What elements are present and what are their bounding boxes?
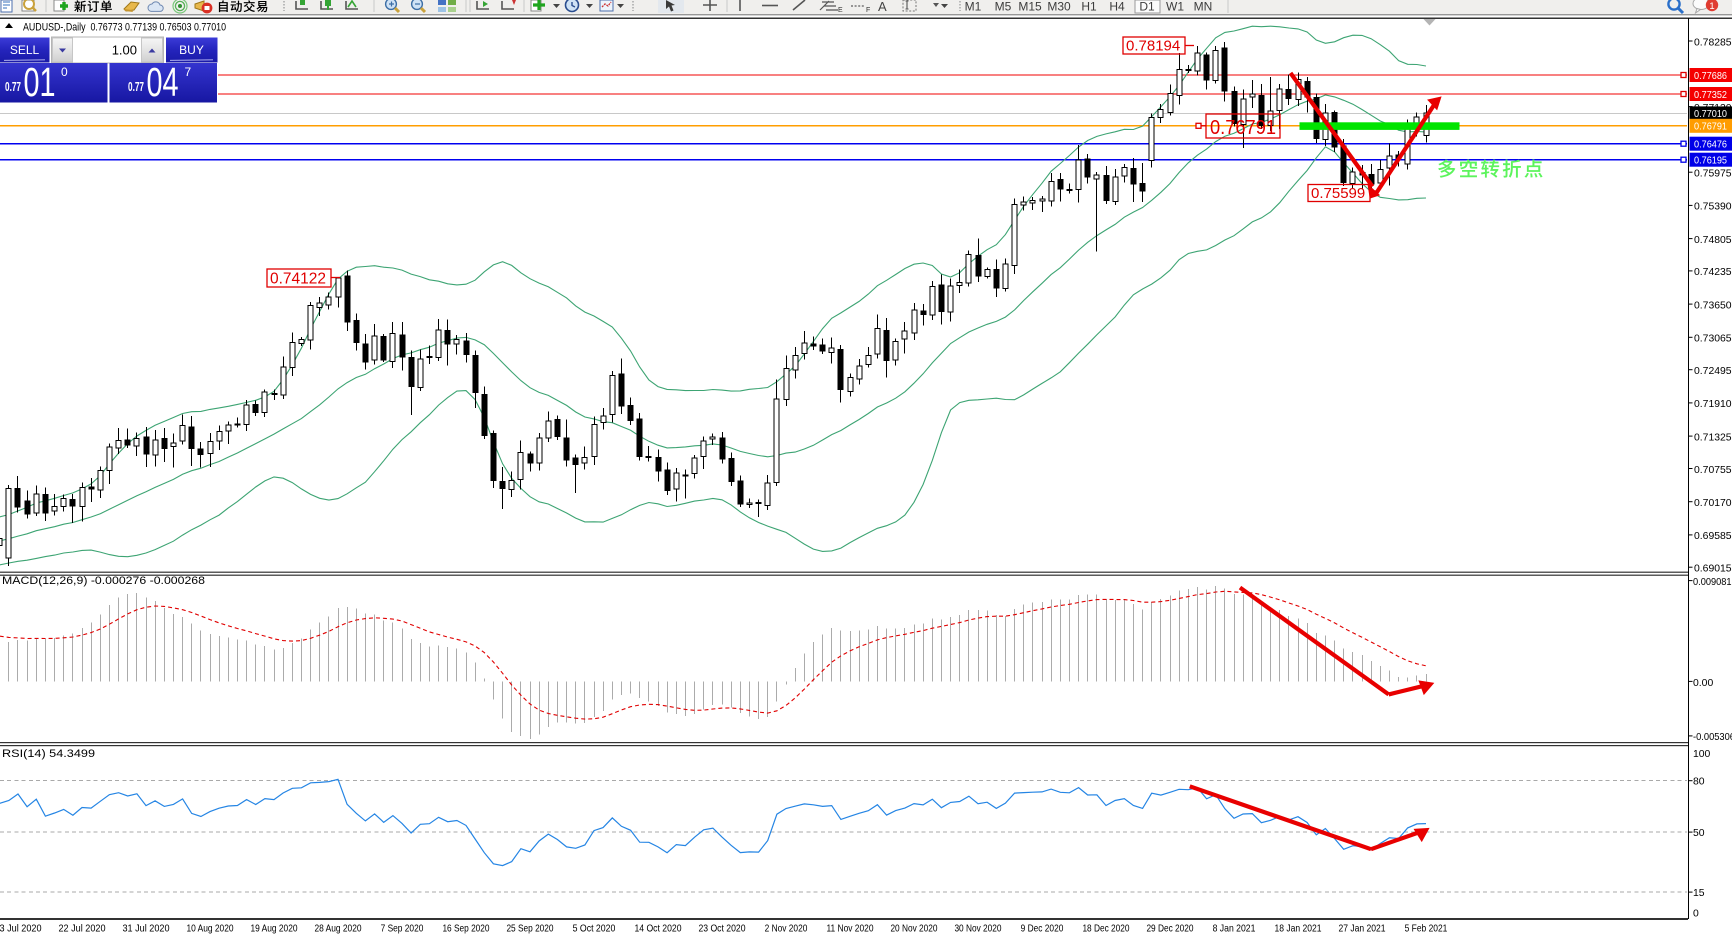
- svg-text:H1: H1: [1081, 0, 1097, 14]
- svg-text:0.71325: 0.71325: [1694, 432, 1732, 443]
- svg-text:04: 04: [147, 59, 179, 105]
- svg-text:0: 0: [61, 65, 68, 79]
- svg-text:14 Oct 2020: 14 Oct 2020: [634, 924, 681, 935]
- svg-text:20 Nov 2020: 20 Nov 2020: [890, 924, 937, 935]
- svg-text:W1: W1: [1166, 0, 1184, 14]
- svg-text:8 Jan 2021: 8 Jan 2021: [1213, 924, 1256, 935]
- svg-text:1.00: 1.00: [112, 43, 137, 58]
- svg-text:13 Jul 2020: 13 Jul 2020: [0, 924, 42, 935]
- svg-text:16 Sep 2020: 16 Sep 2020: [442, 924, 489, 935]
- svg-text:RSI(14) 54.3499: RSI(14) 54.3499: [2, 748, 95, 760]
- svg-text:0.77: 0.77: [5, 80, 21, 94]
- svg-text:50: 50: [1693, 828, 1705, 839]
- svg-text:31 Jul 2020: 31 Jul 2020: [122, 924, 169, 935]
- svg-text:E: E: [838, 7, 843, 14]
- svg-text:M30: M30: [1047, 0, 1071, 14]
- svg-text:0.72495: 0.72495: [1694, 366, 1732, 377]
- svg-text:M1: M1: [965, 0, 982, 14]
- svg-text:0.78194: 0.78194: [1126, 38, 1180, 55]
- svg-text:0.78285: 0.78285: [1694, 37, 1732, 48]
- svg-text:H4: H4: [1109, 0, 1125, 14]
- svg-text:0.77010: 0.77010: [1694, 109, 1727, 120]
- svg-text:0.76476: 0.76476: [1694, 140, 1727, 151]
- svg-text:0.73650: 0.73650: [1694, 300, 1732, 311]
- svg-text:0.77352: 0.77352: [1694, 90, 1727, 101]
- svg-text:1: 1: [1709, 1, 1714, 12]
- svg-text:0.77: 0.77: [128, 80, 144, 94]
- svg-text:23 Oct 2020: 23 Oct 2020: [698, 924, 745, 935]
- svg-text:F: F: [866, 7, 870, 14]
- svg-text:28 Aug 2020: 28 Aug 2020: [314, 924, 361, 935]
- svg-text:7: 7: [185, 65, 192, 79]
- svg-text:0.77686: 0.77686: [1694, 71, 1727, 82]
- svg-text:0.76195: 0.76195: [1694, 156, 1727, 167]
- svg-text:A: A: [878, 0, 887, 14]
- svg-text:MN: MN: [1194, 0, 1213, 14]
- svg-text:22 Jul 2020: 22 Jul 2020: [58, 924, 105, 935]
- svg-text:7 Sep 2020: 7 Sep 2020: [381, 924, 424, 935]
- svg-text:10 Aug 2020: 10 Aug 2020: [186, 924, 233, 935]
- svg-text:0.76791: 0.76791: [1694, 122, 1727, 133]
- svg-text:0.74122: 0.74122: [270, 271, 326, 288]
- svg-text:SELL: SELL: [10, 43, 40, 57]
- svg-text:0.009081: 0.009081: [1693, 577, 1732, 588]
- svg-text:0.74235: 0.74235: [1694, 267, 1732, 278]
- svg-text:25 Sep 2020: 25 Sep 2020: [506, 924, 553, 935]
- svg-text:5 Oct 2020: 5 Oct 2020: [573, 924, 616, 935]
- svg-text:30 Nov 2020: 30 Nov 2020: [954, 924, 1001, 935]
- svg-text:80: 80: [1693, 777, 1705, 788]
- svg-text:29 Dec 2020: 29 Dec 2020: [1146, 924, 1193, 935]
- svg-text:0.70755: 0.70755: [1694, 465, 1732, 476]
- svg-text:15: 15: [1693, 888, 1705, 899]
- svg-text:0.00: 0.00: [1693, 678, 1713, 689]
- svg-text:9 Dec 2020: 9 Dec 2020: [1021, 924, 1064, 935]
- svg-text:0: 0: [1693, 909, 1699, 920]
- svg-text:0.69015: 0.69015: [1694, 564, 1732, 575]
- svg-text:100: 100: [1693, 749, 1711, 760]
- svg-text:0.71910: 0.71910: [1694, 399, 1732, 410]
- svg-text:5 Feb 2021: 5 Feb 2021: [1405, 924, 1448, 935]
- svg-text:2 Nov 2020: 2 Nov 2020: [765, 924, 808, 935]
- svg-text:AUDUSD-,Daily 0.76773 0.77139: AUDUSD-,Daily 0.76773 0.77139 0.76503 0.…: [23, 22, 226, 34]
- svg-text:0.70170: 0.70170: [1694, 498, 1732, 509]
- svg-text:18 Dec 2020: 18 Dec 2020: [1082, 924, 1129, 935]
- svg-text:18 Jan 2021: 18 Jan 2021: [1274, 924, 1321, 935]
- svg-text:0.69585: 0.69585: [1694, 531, 1732, 542]
- svg-text:0.74805: 0.74805: [1694, 235, 1732, 246]
- svg-text:0.75975: 0.75975: [1694, 169, 1732, 180]
- svg-text:M5: M5: [995, 0, 1012, 14]
- svg-text:0.73065: 0.73065: [1694, 334, 1732, 345]
- svg-text:11 Nov 2020: 11 Nov 2020: [826, 924, 873, 935]
- svg-text:BUY: BUY: [179, 43, 204, 57]
- svg-text:MACD(12,26,9) -0.000276 -0.000: MACD(12,26,9) -0.000276 -0.000268: [2, 575, 205, 587]
- svg-text:0.75390: 0.75390: [1694, 202, 1732, 213]
- svg-text:M15: M15: [1018, 0, 1042, 14]
- svg-text:01: 01: [24, 59, 56, 105]
- svg-text:27 Jan 2021: 27 Jan 2021: [1338, 924, 1385, 935]
- svg-text:19 Aug 2020: 19 Aug 2020: [250, 924, 297, 935]
- svg-text:D1: D1: [1139, 0, 1155, 14]
- svg-text:0.76791: 0.76791: [1210, 117, 1276, 139]
- svg-text:0.75599: 0.75599: [1311, 185, 1365, 202]
- svg-text:-0.005306: -0.005306: [1693, 732, 1732, 743]
